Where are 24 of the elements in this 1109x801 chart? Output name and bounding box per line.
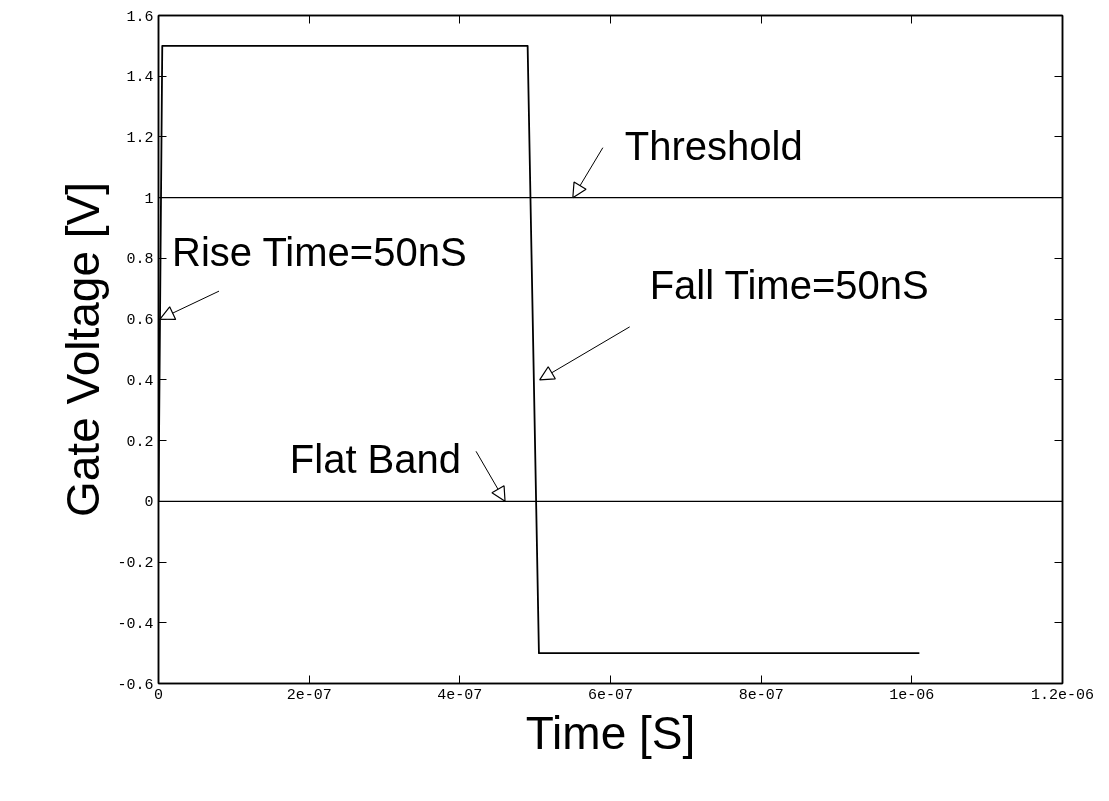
y-tick-label: 0.2 <box>126 433 154 451</box>
y-tick-label: -0.6 <box>117 676 154 694</box>
annotation: Fall Time=50nS <box>649 262 929 307</box>
y-tick-label: 1 <box>144 190 154 208</box>
x-tick-label: 4e-07 <box>437 686 483 704</box>
y-tick-label: -0.4 <box>117 615 154 633</box>
y-tick-label: 0.6 <box>126 312 154 330</box>
y-tick-label: 1.6 <box>126 8 154 26</box>
y-tick-label: 1.2 <box>126 129 154 147</box>
y-tick-label: 0 <box>144 494 154 512</box>
x-tick-label: 2e-07 <box>286 686 332 704</box>
x-tick-label: 1e-06 <box>889 686 935 704</box>
x-tick-label: 1.2e-06 <box>1030 686 1095 704</box>
y-tick-label: -0.2 <box>117 555 154 573</box>
y-tick-label: 0.8 <box>126 251 154 269</box>
annotation: Flat Band <box>289 437 462 482</box>
y-tick-label: 1.4 <box>126 69 154 87</box>
x-tick-label: 8e-07 <box>738 686 784 704</box>
x-axis-title: Time [S] <box>525 706 696 759</box>
x-tick-label: 6e-07 <box>588 686 634 704</box>
annotation: Rise Time=50nS <box>172 230 467 275</box>
annotation: Threshold <box>624 123 803 168</box>
y-axis-title: Gate Voltage [V] <box>57 181 110 517</box>
y-tick-label: 0.4 <box>126 372 154 390</box>
